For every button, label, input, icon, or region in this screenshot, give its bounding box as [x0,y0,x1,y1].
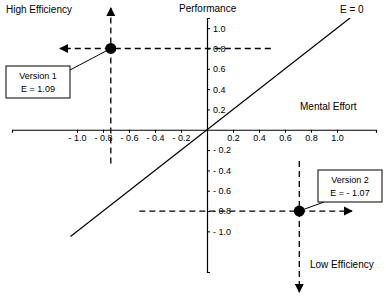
y-tick-mark [207,231,210,232]
x-tick-label: 0.2 [227,133,240,143]
y-tick-label: 0.6 [213,64,226,74]
y-tick: - 1.0 [207,227,231,237]
callout-efficiency: E = 1.09 [21,84,55,94]
guide-arrow [139,210,352,211]
x-axis-line [13,130,377,133]
y-axis: 1.00.80.60.40.2- 0.2- 0.4- 0.6- 0.8- 1.0 [207,19,231,273]
y-tick-label: - 0.4 [213,166,231,176]
x-axis: - 1.0 - 0.8 - 0.6 - 0.4 - 0.2 0.2 0.4 0.6 0.8 1.0 [13,130,377,143]
x-tick-label: 0.4 [253,133,266,143]
y-tick-mark [207,69,210,70]
x-tick-label: 0.8 [305,133,318,143]
x-tick: - 0.2 [172,130,190,143]
guide-arrow [110,8,111,163]
callout-box [6,66,70,98]
annotation: Low Efficiency [310,259,374,270]
y-tick: 0.4 [207,85,226,95]
y-tick-mark [207,191,210,192]
y-tick-mark [207,89,210,90]
guide-arrows [60,8,352,292]
y-tick: 0.6 [207,64,226,74]
callout-leader [70,48,111,70]
x-tick: - 0.4 [146,130,164,143]
reference-line-label: E = 0 [340,4,364,15]
x-tick-label: 0.6 [279,133,292,143]
y-tick-label: 0.2 [213,105,226,115]
y-tick-mark [207,150,210,151]
x-tick-label: - 1.0 [68,133,86,143]
y-tick-label: - 0.6 [213,186,231,196]
y-tick-label: - 0.2 [213,145,231,155]
y-tick-label: 0.4 [213,85,226,95]
x-tick: - 0.6 [120,130,138,143]
callout-efficiency: E = - 1.07 [330,188,369,198]
x-tick: 0.4 [253,130,266,143]
guide-arrow [60,48,271,49]
guide-arrow [299,161,300,292]
x-tick: 0.8 [305,130,318,143]
plot-area [71,18,351,236]
y-tick: - 0.6 [207,186,231,196]
y-tick: - 0.4 [207,166,231,176]
x-tick: 0.2 [227,130,240,143]
x-tick-label: - 0.4 [146,133,164,143]
y-tick-label: - 1.0 [213,227,231,237]
annotation: High Efficiency [6,4,72,15]
callout-leader [299,202,324,211]
y-tick: - 0.2 [207,145,231,155]
callout-box [318,170,382,202]
x-tick-label: - 0.2 [172,133,190,143]
points [105,43,304,217]
y-axis-line [208,19,211,273]
y-tick-mark [207,109,210,110]
y-tick-mark [207,170,210,171]
callout-name: Version 1 [19,71,57,81]
y-tick: 1.0 [207,24,226,34]
x-tick: - 0.8 [94,130,112,143]
chart: - 1.0 - 0.8 - 0.6 - 0.4 - 0.2 0.2 0.4 0.6 0.8 1.0… [0,0,386,296]
callouts: Version 1 E = 1.09 Version 2 E = - 1.07 [6,48,382,211]
x-tick: 0.6 [279,130,292,143]
y-tick-label: 1.0 [213,24,226,34]
y-axis-title: Performance [179,3,237,14]
y-tick-mark [207,28,210,29]
x-tick-label: 1.0 [331,133,344,143]
y-tick: 0.2 [207,105,226,115]
x-tick-label: - 0.6 [120,133,138,143]
reference-line [71,18,351,236]
callout-name: Version 2 [331,175,369,185]
x-axis-title: Mental Effort [300,101,357,112]
x-tick-label: - 0.8 [94,133,112,143]
x-tick: - 1.0 [68,130,86,143]
x-tick: 1.0 [331,130,344,143]
